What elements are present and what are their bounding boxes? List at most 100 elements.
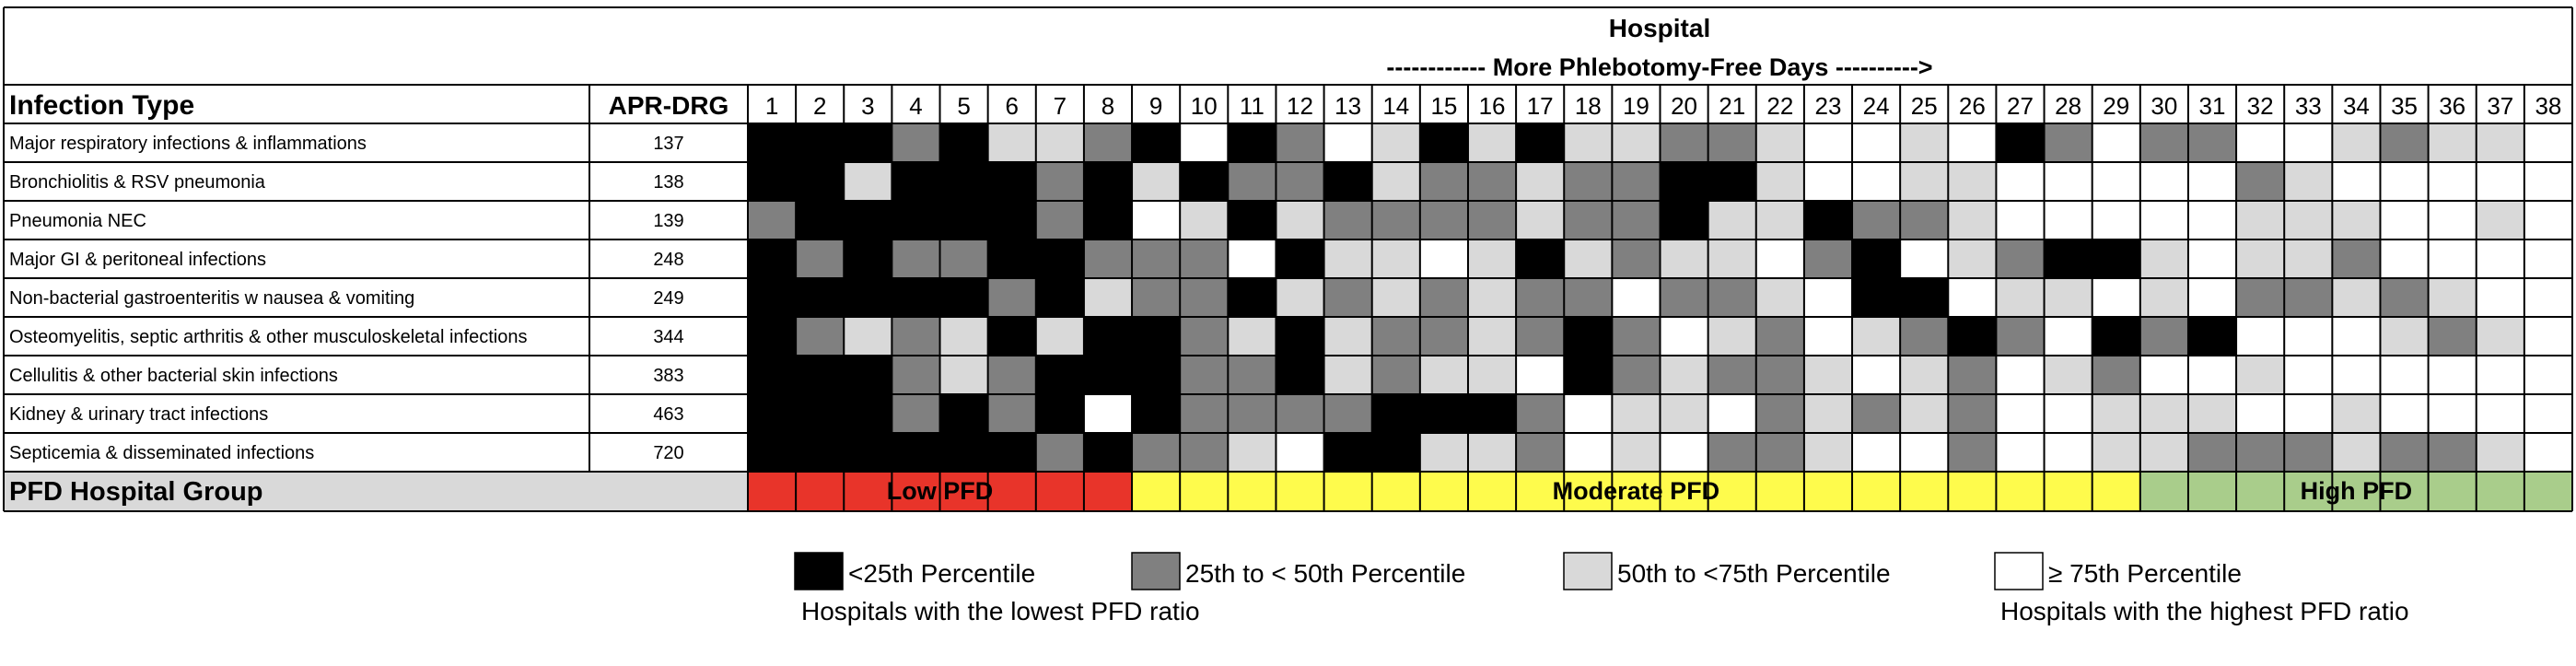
heatmap-cell <box>2284 162 2332 201</box>
heatmap-cell <box>2284 317 2332 356</box>
heatmap-cell <box>1468 433 1516 472</box>
heatmap-cell <box>1180 433 1228 472</box>
heatmap-cell <box>1948 201 1996 240</box>
heatmap-cell <box>1372 201 1420 240</box>
heatmap-cell <box>1996 394 2044 433</box>
apr-drg-value: 344 <box>653 327 683 347</box>
heatmap-cell <box>796 240 844 278</box>
hospital-number: 13 <box>1335 92 1361 120</box>
heatmap-cell <box>2284 278 2332 317</box>
pfd-heatmap-chart: Low PFD Moderate PFD High PFDHospital-----… <box>0 0 2576 666</box>
heatmap-cell <box>1228 317 1276 356</box>
heatmap-cell <box>1372 240 1420 278</box>
heatmap-cell <box>2332 240 2380 278</box>
heatmap-cell <box>2332 394 2380 433</box>
heatmap-cell <box>2236 278 2284 317</box>
legend-swatch <box>1564 553 1612 590</box>
hospital-number: 35 <box>2391 92 2418 120</box>
heatmap-cell <box>892 278 939 317</box>
group-band-label: Low PFD <box>887 477 994 505</box>
heatmap-cell <box>2380 356 2428 394</box>
heatmap-cell <box>1420 356 1468 394</box>
heatmap-cell <box>892 394 939 433</box>
heatmap-cell <box>2236 356 2284 394</box>
heatmap-cell <box>1036 394 1084 433</box>
heatmap-cell <box>1948 162 1996 201</box>
heatmap-cell <box>1036 123 1084 162</box>
heatmap-cell <box>748 201 796 240</box>
heatmap-cell <box>1420 317 1468 356</box>
hospital-number: 32 <box>2247 92 2274 120</box>
heatmap-cell <box>2140 433 2188 472</box>
heatmap-cell <box>1804 240 1852 278</box>
heatmap-cell <box>1084 394 1132 433</box>
heatmap-cell <box>796 433 844 472</box>
heatmap-cell <box>2045 317 2092 356</box>
heatmap-cell <box>1084 433 1132 472</box>
heatmap-cell <box>796 278 844 317</box>
heatmap-cell <box>2092 317 2140 356</box>
hospital-number: 23 <box>1814 92 1841 120</box>
heatmap-cell <box>2188 162 2236 201</box>
hospital-number: 12 <box>1287 92 1313 120</box>
heatmap-cell <box>2429 240 2477 278</box>
heatmap-cell <box>2380 394 2428 433</box>
heatmap-cell <box>988 123 1036 162</box>
heatmap-cell <box>1324 317 1372 356</box>
heatmap-cell <box>1661 433 1708 472</box>
hospital-number: 11 <box>1240 92 1265 120</box>
heatmap-cell <box>1036 433 1084 472</box>
hospital-number: 17 <box>1527 92 1554 120</box>
heatmap-cell <box>988 278 1036 317</box>
legend-label: ≥ 75th Percentile <box>2048 559 2242 588</box>
heatmap-cell <box>2092 394 2140 433</box>
heatmap-cell <box>2188 240 2236 278</box>
heatmap-cell <box>844 394 892 433</box>
heatmap-cell <box>2332 162 2380 201</box>
heatmap-cell <box>1900 123 1948 162</box>
hospital-number: 3 <box>861 92 874 120</box>
heatmap-cell <box>940 123 988 162</box>
heatmap-cell <box>1948 123 1996 162</box>
heatmap-cell <box>2477 240 2524 278</box>
heatmap-cell <box>1996 201 2044 240</box>
heatmap-cell <box>1132 278 1180 317</box>
heatmap-cell <box>1420 162 1468 201</box>
heatmap-cell <box>1708 394 1756 433</box>
heatmap-cell <box>1180 317 1228 356</box>
heatmap-cell <box>2236 433 2284 472</box>
heatmap-cell <box>1324 278 1372 317</box>
heatmap-cell <box>1804 201 1852 240</box>
heatmap-cell <box>2188 356 2236 394</box>
heatmap-cell <box>1708 317 1756 356</box>
heatmap-cell <box>1708 356 1756 394</box>
heatmap-cell <box>2284 240 2332 278</box>
heatmap-cell <box>2477 201 2524 240</box>
heatmap-cell <box>1132 123 1180 162</box>
heatmap-cell <box>2045 278 2092 317</box>
heatmap-cell <box>748 317 796 356</box>
heatmap-cell <box>1564 394 1612 433</box>
heatmap-cell <box>1276 394 1323 433</box>
hospital-number: 4 <box>909 92 922 120</box>
heatmap-cell <box>892 433 939 472</box>
heatmap-cell <box>1852 356 1900 394</box>
heatmap-cell <box>1036 201 1084 240</box>
heatmap-cell <box>1708 201 1756 240</box>
heatmap-cell <box>2092 278 2140 317</box>
heatmap-cell <box>1228 201 1276 240</box>
heatmap-cell <box>2140 394 2188 433</box>
heatmap-cell <box>1661 394 1708 433</box>
heatmap-cell <box>1180 162 1228 201</box>
heatmap-cell <box>1756 356 1804 394</box>
heatmap-cell <box>1276 162 1323 201</box>
hospital-number: 19 <box>1623 92 1649 120</box>
heatmap-cell <box>2380 162 2428 201</box>
heatmap-cell <box>1612 240 1660 278</box>
heatmap-cell <box>1084 356 1132 394</box>
heatmap-cell <box>1276 278 1323 317</box>
heatmap-cell <box>1276 201 1323 240</box>
heatmap-cell <box>1661 240 1708 278</box>
heatmap-cell <box>2524 123 2572 162</box>
infection-type-label: Major respiratory infections & inflammat… <box>9 134 367 154</box>
